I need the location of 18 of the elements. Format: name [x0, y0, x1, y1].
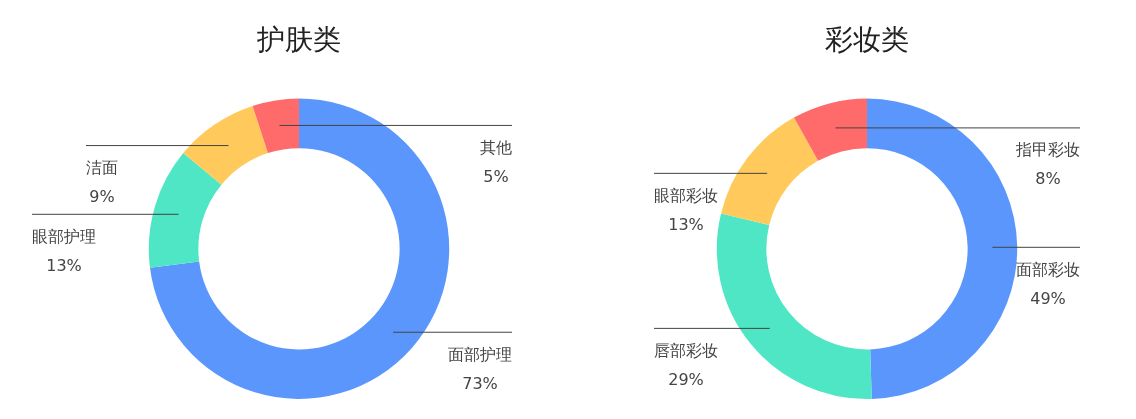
data-label: 13% — [46, 255, 82, 275]
data-label: 13% — [668, 214, 704, 234]
slice-label: 面部护理 — [448, 344, 512, 364]
data-label: 8% — [1035, 169, 1061, 189]
slice-label: 眼部彩妆 — [654, 185, 718, 205]
data-label: 29% — [668, 369, 704, 389]
slice-label: 唇部彩妆 — [654, 340, 718, 360]
slice-label: 指甲彩妆 — [1015, 140, 1080, 160]
slice-label: 洁面 — [86, 158, 118, 178]
chart-title: 彩妆类 — [825, 23, 909, 57]
data-label: 73% — [462, 373, 498, 393]
slice-label: 面部彩妆 — [1016, 259, 1080, 279]
data-label: 5% — [483, 166, 509, 186]
slice-label: 其他 — [480, 137, 512, 157]
data-label: 9% — [89, 187, 115, 207]
data-label: 49% — [1030, 288, 1066, 308]
slice-label: 眼部护理 — [32, 226, 96, 246]
chart-title: 护肤类 — [256, 23, 341, 57]
